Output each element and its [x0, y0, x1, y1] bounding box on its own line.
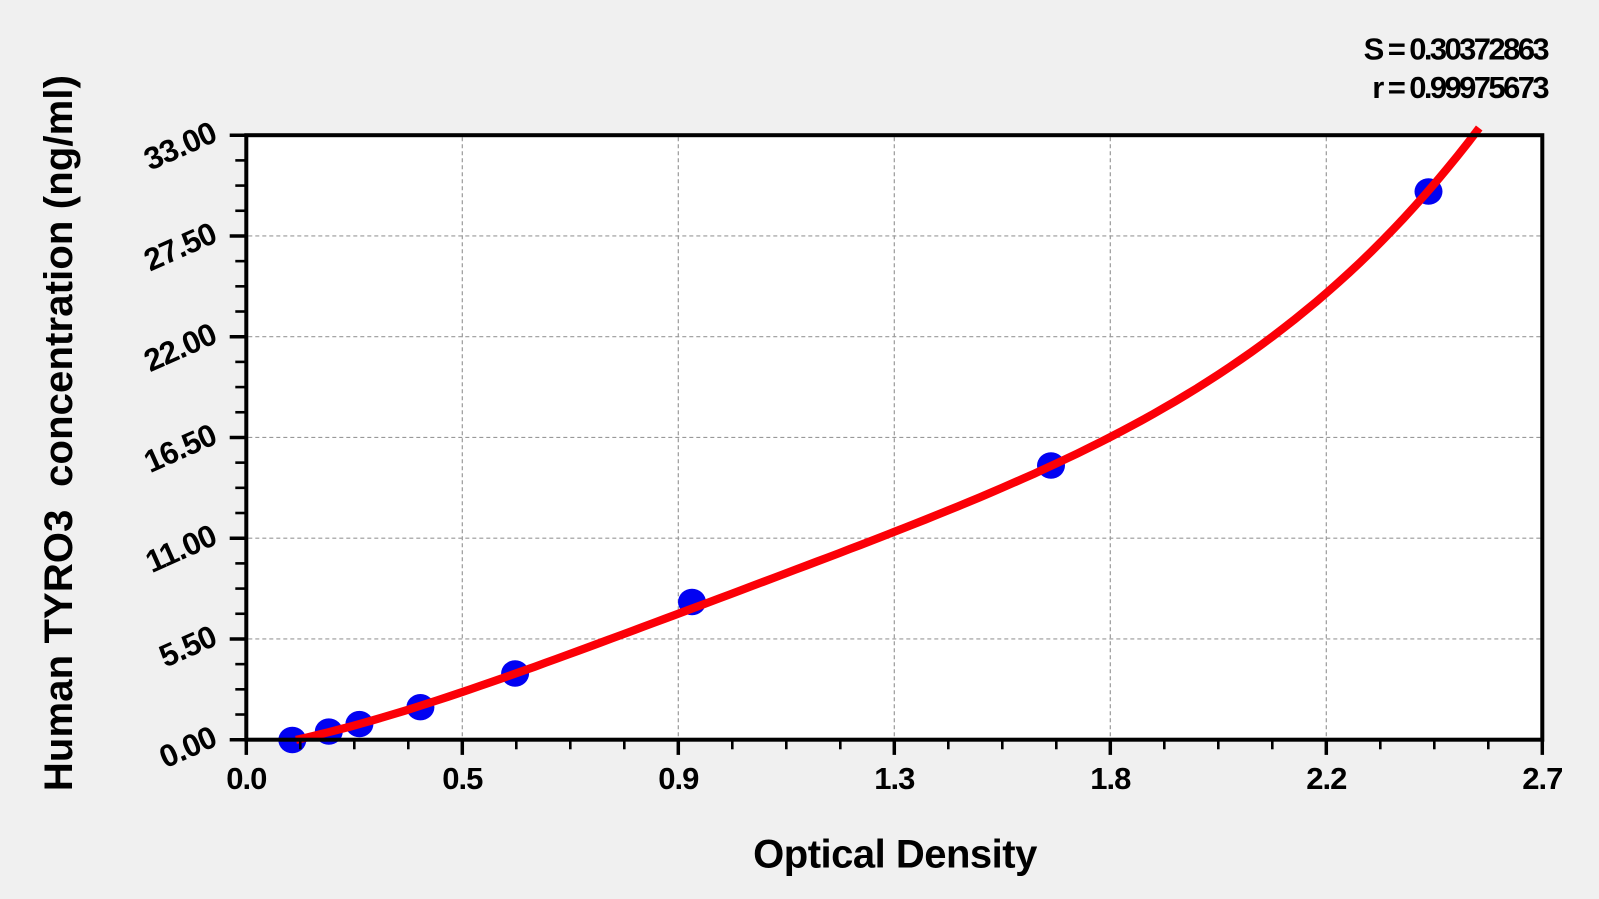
svg-text:22.00: 22.00 [138, 315, 221, 378]
svg-text:0.9: 0.9 [658, 761, 699, 796]
svg-text:1.3: 1.3 [874, 761, 915, 796]
svg-text:11.00: 11.00 [140, 517, 222, 580]
svg-text:5.50: 5.50 [154, 618, 222, 675]
svg-text:r = 0.99975673: r = 0.99975673 [1372, 70, 1549, 105]
svg-text:27.50: 27.50 [138, 215, 221, 278]
svg-text:S = 0.30372863: S = 0.30372863 [1364, 32, 1550, 67]
svg-text:0.5: 0.5 [442, 761, 483, 796]
svg-text:0.0: 0.0 [226, 761, 266, 796]
svg-text:33.00: 33.00 [138, 114, 221, 177]
svg-text:Optical Density: Optical Density [753, 833, 1038, 877]
svg-text:Human TYRO3 concentration (ng: Human TYRO3 concentration (ng/ml) [37, 75, 81, 791]
svg-text:2.7: 2.7 [1522, 761, 1562, 796]
svg-text:0.00: 0.00 [154, 718, 222, 775]
svg-text:16.50: 16.50 [138, 416, 221, 479]
svg-text:2.2: 2.2 [1306, 761, 1346, 796]
svg-text:1.8: 1.8 [1090, 761, 1131, 796]
